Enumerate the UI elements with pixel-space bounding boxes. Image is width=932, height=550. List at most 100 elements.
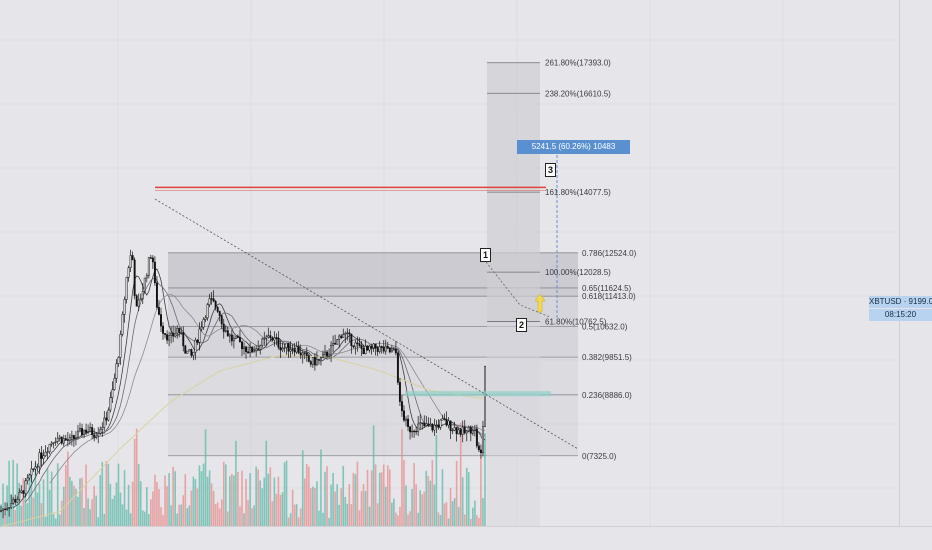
volume-bars bbox=[0, 422, 486, 527]
volume-bar bbox=[214, 503, 217, 527]
candle-body bbox=[44, 451, 47, 456]
candle-body bbox=[12, 499, 15, 504]
candle-body bbox=[457, 429, 460, 435]
volume-bar bbox=[206, 476, 209, 527]
volume-bar bbox=[251, 508, 253, 527]
candle-body bbox=[482, 426, 484, 454]
volume-bar bbox=[376, 503, 379, 527]
volume-bar bbox=[77, 496, 79, 527]
volume-bar bbox=[447, 518, 450, 527]
volume-bar bbox=[421, 494, 424, 527]
candle-body bbox=[342, 334, 345, 338]
volume-bar bbox=[330, 484, 332, 527]
volume-bar bbox=[439, 515, 442, 527]
volume-bar bbox=[237, 471, 239, 527]
measure-label: 5241.5 (60.26%) 10483 bbox=[517, 140, 630, 154]
volume-bar bbox=[60, 500, 63, 527]
fib-extension-base bbox=[487, 321, 540, 527]
volume-bar bbox=[354, 474, 357, 527]
candle-body bbox=[20, 490, 23, 493]
volume-bar bbox=[265, 440, 268, 527]
candle-body bbox=[324, 351, 326, 355]
candle-body bbox=[60, 436, 63, 444]
volume-bar bbox=[289, 513, 292, 527]
volume-bar bbox=[28, 473, 31, 527]
volume-bar bbox=[389, 469, 391, 527]
volume-bar bbox=[200, 471, 203, 527]
volume-bar bbox=[407, 514, 409, 527]
volume-bar bbox=[285, 460, 288, 527]
volume-bar bbox=[184, 474, 187, 527]
candle-body bbox=[123, 299, 126, 315]
candle-body bbox=[356, 342, 359, 344]
fib-extension-label: 261.80%(17393.0) bbox=[545, 59, 611, 68]
volume-bar bbox=[117, 463, 120, 527]
volume-bar bbox=[198, 465, 201, 527]
volume-bar bbox=[85, 464, 87, 527]
candle-body bbox=[103, 417, 106, 428]
candle-body bbox=[376, 347, 379, 352]
candle-body bbox=[394, 349, 397, 354]
volume-bar bbox=[449, 487, 452, 527]
candle-body bbox=[291, 349, 294, 351]
drawing-tools[interactable] bbox=[154, 155, 579, 450]
candle-body bbox=[469, 426, 472, 434]
volume-bar bbox=[172, 466, 174, 527]
volume-bar bbox=[119, 492, 122, 527]
candle-body bbox=[267, 335, 270, 338]
volume-bar bbox=[342, 465, 345, 527]
volume-bar bbox=[36, 492, 39, 527]
candle-body bbox=[289, 349, 292, 352]
candle-body bbox=[352, 345, 355, 348]
candle-body bbox=[202, 319, 205, 328]
volume-bar bbox=[220, 499, 223, 527]
volume-bar bbox=[158, 489, 160, 527]
candle-body bbox=[14, 499, 17, 503]
candle-body bbox=[340, 335, 343, 338]
candle-body bbox=[2, 508, 4, 511]
volume-bar bbox=[12, 459, 14, 527]
candle-body bbox=[249, 346, 252, 354]
candle-body bbox=[247, 351, 250, 354]
candle-body bbox=[95, 435, 98, 438]
volume-bar bbox=[210, 483, 213, 527]
volume-bar bbox=[81, 477, 83, 527]
candle-body bbox=[279, 346, 282, 351]
candle-body bbox=[196, 339, 199, 343]
volume-bar bbox=[326, 466, 328, 527]
candle-body bbox=[234, 336, 237, 339]
candle-body bbox=[158, 307, 160, 315]
fib-extension-label: 238.20%(16610.5) bbox=[545, 89, 611, 98]
candle-body bbox=[147, 257, 150, 276]
wave-label-1: 1 bbox=[480, 248, 491, 262]
volume-bar bbox=[350, 504, 353, 527]
price-axis[interactable] bbox=[899, 0, 932, 527]
volume-bar bbox=[10, 493, 12, 527]
volume-bar bbox=[196, 488, 199, 527]
volume-bar bbox=[362, 484, 365, 527]
candle-body bbox=[129, 255, 132, 269]
volume-bar bbox=[287, 517, 290, 527]
volume-bar bbox=[123, 470, 126, 527]
volume-bar bbox=[56, 463, 59, 527]
candle-body bbox=[263, 338, 266, 340]
candle-body bbox=[127, 267, 130, 278]
volume-bar bbox=[224, 464, 227, 527]
candle-body bbox=[330, 345, 333, 356]
time-axis[interactable] bbox=[0, 526, 932, 550]
candle-body bbox=[68, 436, 71, 441]
candle-body bbox=[0, 510, 2, 512]
candle-body bbox=[425, 423, 428, 426]
candle-body bbox=[368, 345, 371, 351]
volume-bar bbox=[275, 493, 278, 527]
volume-bar bbox=[44, 516, 47, 527]
candle-body bbox=[309, 361, 312, 365]
candle-body bbox=[380, 346, 383, 348]
volume-bar bbox=[409, 511, 411, 527]
candle-body bbox=[87, 431, 90, 433]
candle-body bbox=[344, 333, 347, 335]
candle-body bbox=[427, 423, 430, 426]
candle-body bbox=[83, 429, 85, 436]
volume-bar bbox=[65, 465, 67, 527]
